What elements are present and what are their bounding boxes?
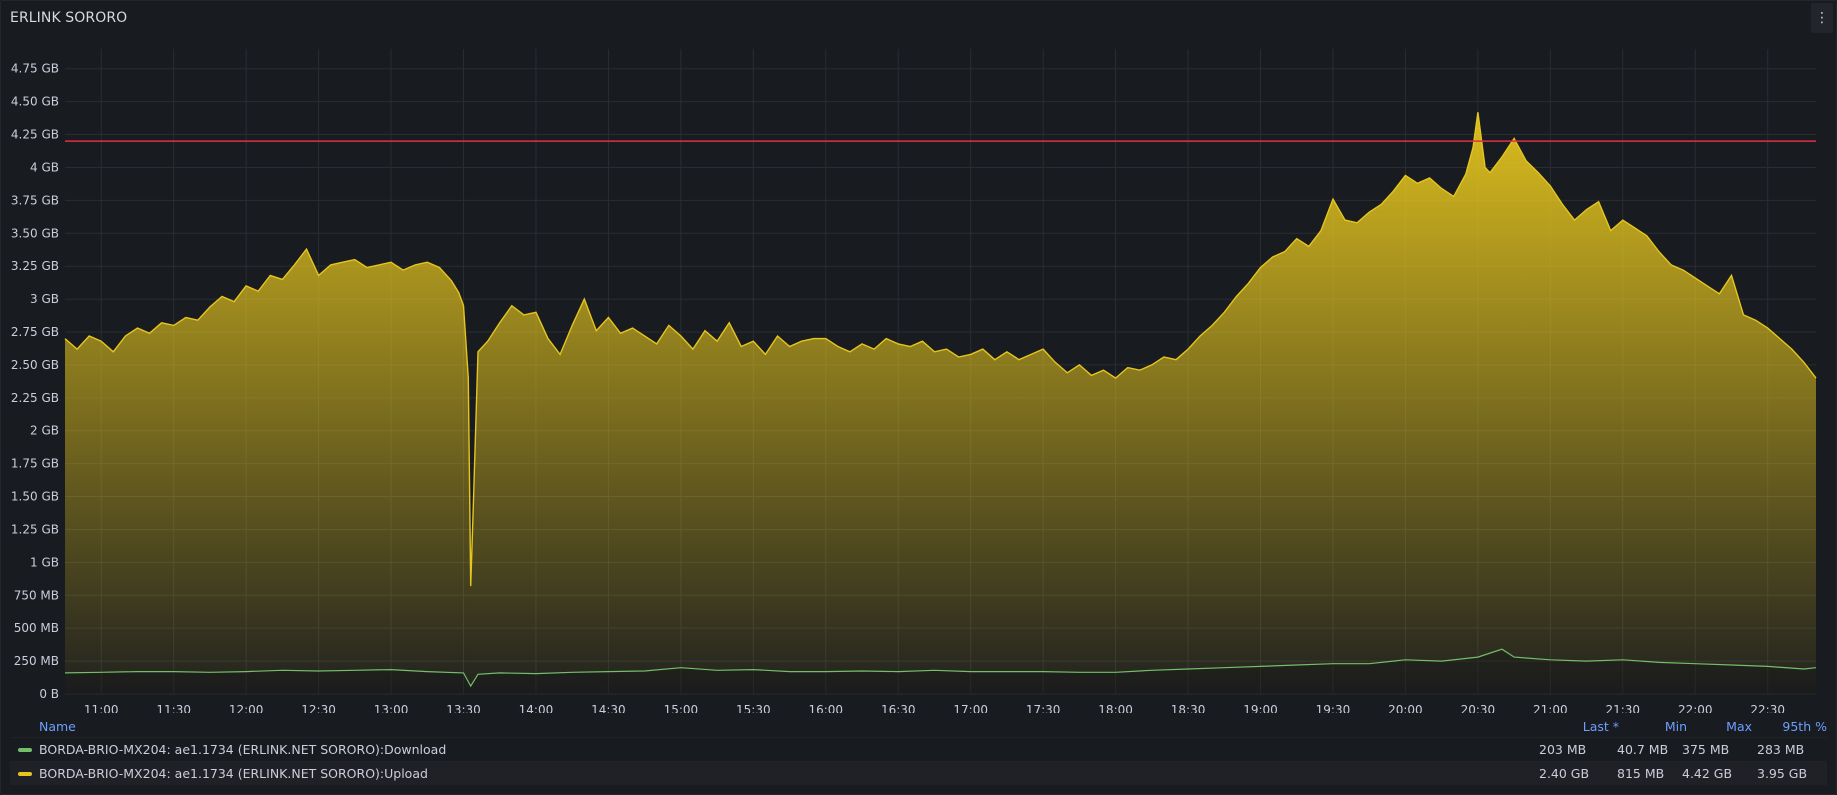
- y-axis: 0 B 250 MB 500 MB 750 MB 1 GB 1.25 GB 1.50 GB 1…: [11, 62, 59, 701]
- x-tick-label: 20:00: [1388, 703, 1423, 713]
- y-tick-label: 3.75 GB: [11, 193, 59, 207]
- x-tick-label: 16:30: [881, 703, 916, 713]
- x-tick-label: 17:00: [953, 703, 988, 713]
- legend-header-p95[interactable]: 95th %: [1782, 719, 1827, 734]
- x-tick-label: 19:30: [1316, 703, 1351, 713]
- legend-header-max[interactable]: Max: [1726, 719, 1752, 734]
- y-tick-label: 1.25 GB: [11, 522, 59, 536]
- legend-row-upload[interactable]: BORDA-BRIO-MX204: ae1.1734 (ERLINK.NET S…: [10, 761, 1827, 785]
- legend-max-value: 375 MB: [1682, 742, 1730, 757]
- y-tick-label: 1 GB: [30, 555, 59, 569]
- y-tick-label: 2 GB: [30, 424, 59, 438]
- y-tick-label: 3.25 GB: [11, 259, 59, 273]
- legend-table: Name Last * Min Max 95th % BORDA-BRIO-MX…: [10, 717, 1827, 785]
- legend-max-value: 4.42 GB: [1682, 766, 1733, 781]
- x-tick-label: 14:30: [591, 703, 626, 713]
- x-tick-label: 12:30: [301, 703, 336, 713]
- legend-series-name[interactable]: BORDA-BRIO-MX204: ae1.1734 (ERLINK.NET S…: [39, 742, 447, 757]
- x-tick-label: 19:00: [1243, 703, 1278, 713]
- y-tick-label: 4 GB: [30, 160, 59, 174]
- time-series-chart[interactable]: 0 B 250 MB 500 MB 750 MB 1 GB 1.25 GB 1.50 GB 1…: [1, 1, 1836, 713]
- x-tick-label: 18:00: [1098, 703, 1133, 713]
- x-tick-label: 15:30: [736, 703, 771, 713]
- legend-header: Name Last * Min Max 95th %: [10, 717, 1827, 737]
- panel-title: ERLINK SORORO: [10, 10, 128, 26]
- upload-series-area: [65, 112, 1816, 694]
- y-tick-label: 4.25 GB: [11, 128, 59, 142]
- x-tick-label: 13:30: [446, 703, 481, 713]
- legend-row-download[interactable]: BORDA-BRIO-MX204: ae1.1734 (ERLINK.NET S…: [10, 737, 1827, 761]
- x-tick-label: 21:30: [1605, 703, 1640, 713]
- x-axis: 11:00 11:30 12:00 12:30 13:00 13:30 14:00 14:30…: [84, 703, 1785, 713]
- x-tick-label: 22:00: [1678, 703, 1713, 713]
- panel-header: ERLINK SORORO ⋮: [1, 1, 1836, 37]
- x-tick-label: 11:00: [84, 703, 119, 713]
- x-tick-label: 21:00: [1533, 703, 1568, 713]
- x-tick-label: 14:00: [519, 703, 554, 713]
- y-tick-label: 1.50 GB: [11, 490, 59, 504]
- download-series-line[interactable]: [64, 648, 1817, 688]
- legend-min-value: 40.7 MB: [1617, 742, 1669, 757]
- legend-last-value: 2.40 GB: [1539, 766, 1590, 781]
- y-tick-label: 2.50 GB: [11, 358, 59, 372]
- x-tick-label: 11:30: [156, 703, 191, 713]
- legend-header-name[interactable]: Name: [39, 719, 76, 734]
- legend-series-name[interactable]: BORDA-BRIO-MX204: ae1.1734 (ERLINK.NET S…: [39, 766, 428, 781]
- download-series-area: [65, 649, 1816, 694]
- y-tick-label: 1.75 GB: [11, 457, 59, 471]
- y-tick-label: 500 MB: [14, 621, 59, 635]
- series-layer: [64, 112, 1817, 694]
- y-tick-label: 4.50 GB: [11, 95, 59, 109]
- vertical-dots-icon[interactable]: ⋮: [1811, 3, 1833, 33]
- x-tick-label: 22:30: [1750, 703, 1785, 713]
- x-tick-label: 18:30: [1171, 703, 1206, 713]
- x-tick-label: 20:30: [1461, 703, 1496, 713]
- y-tick-label: 0 B: [39, 687, 59, 701]
- y-tick-label: 4.75 GB: [11, 62, 59, 76]
- legend-header-min[interactable]: Min: [1664, 719, 1687, 734]
- legend-p95-value: 283 MB: [1757, 742, 1805, 757]
- y-tick-label: 750 MB: [14, 588, 59, 602]
- legend-last-value: 203 MB: [1539, 742, 1587, 757]
- legend-swatch-upload: [18, 772, 32, 776]
- x-tick-label: 15:00: [664, 703, 699, 713]
- y-tick-label: 3.50 GB: [11, 226, 59, 240]
- y-tick-label: 2.75 GB: [11, 325, 59, 339]
- x-tick-label: 17:30: [1026, 703, 1061, 713]
- x-tick-label: 13:00: [374, 703, 409, 713]
- legend-swatch-download: [18, 748, 32, 752]
- y-tick-label: 2.25 GB: [11, 391, 59, 405]
- legend-header-last[interactable]: Last *: [1582, 719, 1619, 734]
- x-tick-label: 12:00: [229, 703, 264, 713]
- x-tick-label: 16:00: [808, 703, 843, 713]
- legend-min-value: 815 MB: [1617, 766, 1665, 781]
- y-tick-label: 250 MB: [14, 654, 59, 668]
- legend-p95-value: 3.95 GB: [1757, 766, 1808, 781]
- y-tick-label: 3 GB: [30, 292, 59, 306]
